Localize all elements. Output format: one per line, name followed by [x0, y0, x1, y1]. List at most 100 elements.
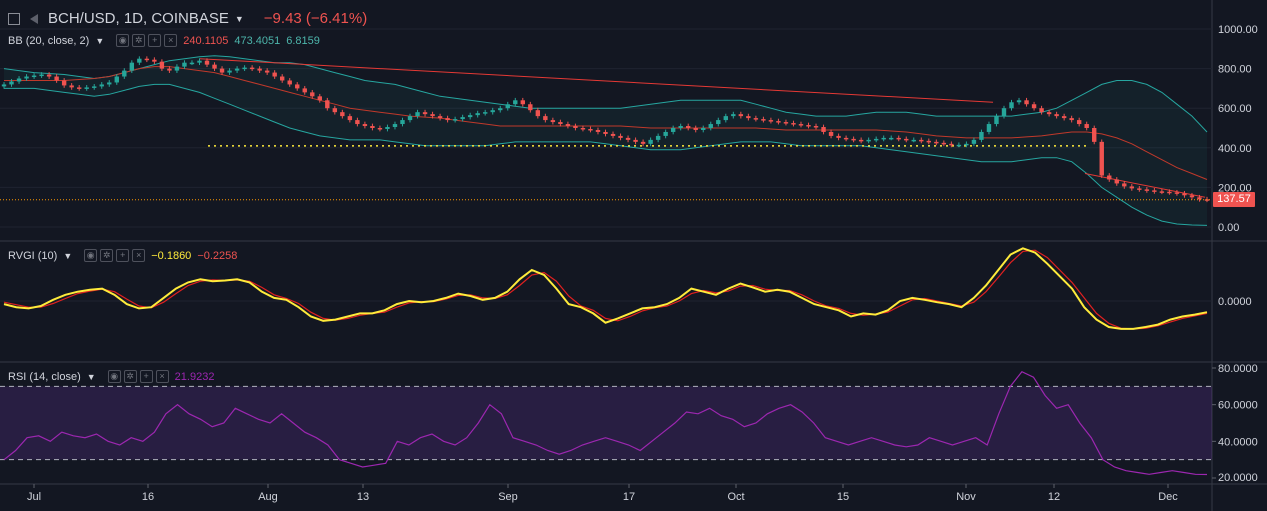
- candle-body: [716, 120, 721, 125]
- candle-body: [513, 100, 518, 105]
- candle-body: [949, 143, 954, 146]
- plus-icon[interactable]: +: [148, 34, 162, 47]
- candle-body: [783, 122, 789, 124]
- candle-body: [107, 82, 112, 85]
- gear-icon[interactable]: ✲: [100, 249, 114, 262]
- candle-body: [9, 81, 14, 85]
- candle-body: [1061, 116, 1067, 119]
- bb-mid-line: [4, 66, 1208, 180]
- candle-body: [655, 135, 661, 140]
- candle-body: [99, 84, 104, 87]
- candle-body: [889, 137, 894, 140]
- rsi-band-fill: [0, 386, 1212, 460]
- candle-body: [813, 126, 819, 128]
- candle-body: [843, 137, 849, 140]
- gear-icon[interactable]: ✲: [123, 370, 137, 383]
- candle-body: [84, 87, 89, 89]
- candle-body: [746, 116, 751, 119]
- candle-body: [437, 116, 443, 119]
- candle-body: [219, 68, 225, 73]
- gear-icon[interactable]: ✲: [132, 34, 146, 47]
- collapse-icon[interactable]: [8, 12, 20, 25]
- candle-body: [964, 143, 969, 146]
- rvgi-tick-label: 0.0000: [1218, 296, 1252, 308]
- candle-body: [1144, 189, 1150, 191]
- bb-lower-value: 6.8159: [286, 34, 320, 47]
- candle-body: [182, 62, 187, 67]
- candle-body: [257, 68, 262, 71]
- candle-body: [520, 100, 525, 105]
- close-icon[interactable]: ×: [155, 370, 169, 383]
- candle-body: [310, 92, 315, 97]
- candle-body: [543, 116, 548, 121]
- candle-body: [137, 58, 142, 63]
- rsi-panel: [0, 363, 1212, 483]
- eye-icon[interactable]: ◉: [107, 370, 121, 383]
- candle-body: [994, 116, 999, 125]
- candle-body: [971, 139, 977, 144]
- plus-icon[interactable]: +: [139, 370, 153, 383]
- candle-body: [362, 124, 368, 127]
- candle-body: [249, 67, 255, 70]
- time-tick-label: Oct: [727, 491, 744, 503]
- candle-body: [122, 70, 127, 77]
- candle-body: [430, 114, 435, 117]
- flag-icon[interactable]: [30, 13, 38, 24]
- candle-body: [452, 119, 458, 121]
- candle-body: [610, 133, 616, 136]
- rvgi-value: −0.1860: [151, 249, 192, 262]
- candle-body: [272, 72, 277, 77]
- candle-body: [61, 80, 67, 86]
- price-tick-label: 0.00: [1218, 222, 1239, 234]
- candle-body: [588, 128, 593, 131]
- candle-body: [212, 64, 217, 69]
- candle-body: [851, 138, 856, 141]
- close-icon[interactable]: ×: [164, 34, 178, 47]
- close-icon[interactable]: ×: [132, 249, 146, 262]
- candle-body: [475, 113, 480, 116]
- candle-body: [1159, 191, 1165, 193]
- bb-tools: ◉ ✲ + ×: [116, 34, 178, 47]
- candle-body: [227, 70, 232, 73]
- candle-body: [460, 117, 465, 120]
- candle-body: [979, 131, 984, 140]
- candle-body: [926, 140, 932, 143]
- time-tick-label: 15: [837, 491, 849, 503]
- candle-body: [1092, 128, 1097, 142]
- eye-icon[interactable]: ◉: [84, 249, 98, 262]
- candle-body: [595, 129, 601, 132]
- plus-icon[interactable]: +: [116, 249, 130, 262]
- candle-body: [580, 128, 586, 130]
- symbol-title[interactable]: BCH/USD, 1D, COINBASE: [48, 10, 229, 27]
- chevron-down-icon[interactable]: ▼: [63, 250, 73, 261]
- rvgi-signal-value: −0.2258: [197, 249, 238, 262]
- candle-body: [69, 85, 74, 88]
- candle-body: [392, 124, 398, 128]
- rsi-label[interactable]: RSI (14, close): [8, 370, 81, 383]
- eye-icon[interactable]: ◉: [116, 34, 130, 47]
- candle-body: [1084, 124, 1089, 128]
- rsi-tick-label: 40.0000: [1218, 436, 1258, 448]
- candle-body: [753, 118, 759, 120]
- candle-body: [904, 138, 909, 141]
- candle-body: [806, 125, 811, 127]
- price-tick-label: 1000.00: [1218, 24, 1258, 36]
- candle-body: [1076, 120, 1082, 125]
- candle-body: [731, 114, 736, 117]
- bb-header: BB (20, close, 2) ▼ ◉ ✲ + × 240.1105 473…: [8, 34, 320, 47]
- bb-label[interactable]: BB (20, close, 2): [8, 34, 90, 47]
- candle-body: [934, 141, 939, 144]
- chevron-down-icon[interactable]: ▼: [86, 371, 96, 382]
- time-tick-label: 12: [1048, 491, 1060, 503]
- price-tick-label: 600.00: [1218, 103, 1252, 115]
- rvgi-label[interactable]: RVGI (10): [8, 249, 58, 262]
- chevron-down-icon[interactable]: ▼: [95, 35, 105, 46]
- time-tick-label: 13: [357, 491, 369, 503]
- candle-body: [911, 139, 916, 142]
- chevron-down-icon[interactable]: ▼: [234, 13, 244, 24]
- candle-body: [347, 116, 353, 121]
- candle-body: [1054, 114, 1059, 117]
- bb-mid-value: 473.4051: [234, 34, 281, 47]
- candle-body: [1099, 141, 1104, 176]
- candle-body: [1001, 108, 1007, 117]
